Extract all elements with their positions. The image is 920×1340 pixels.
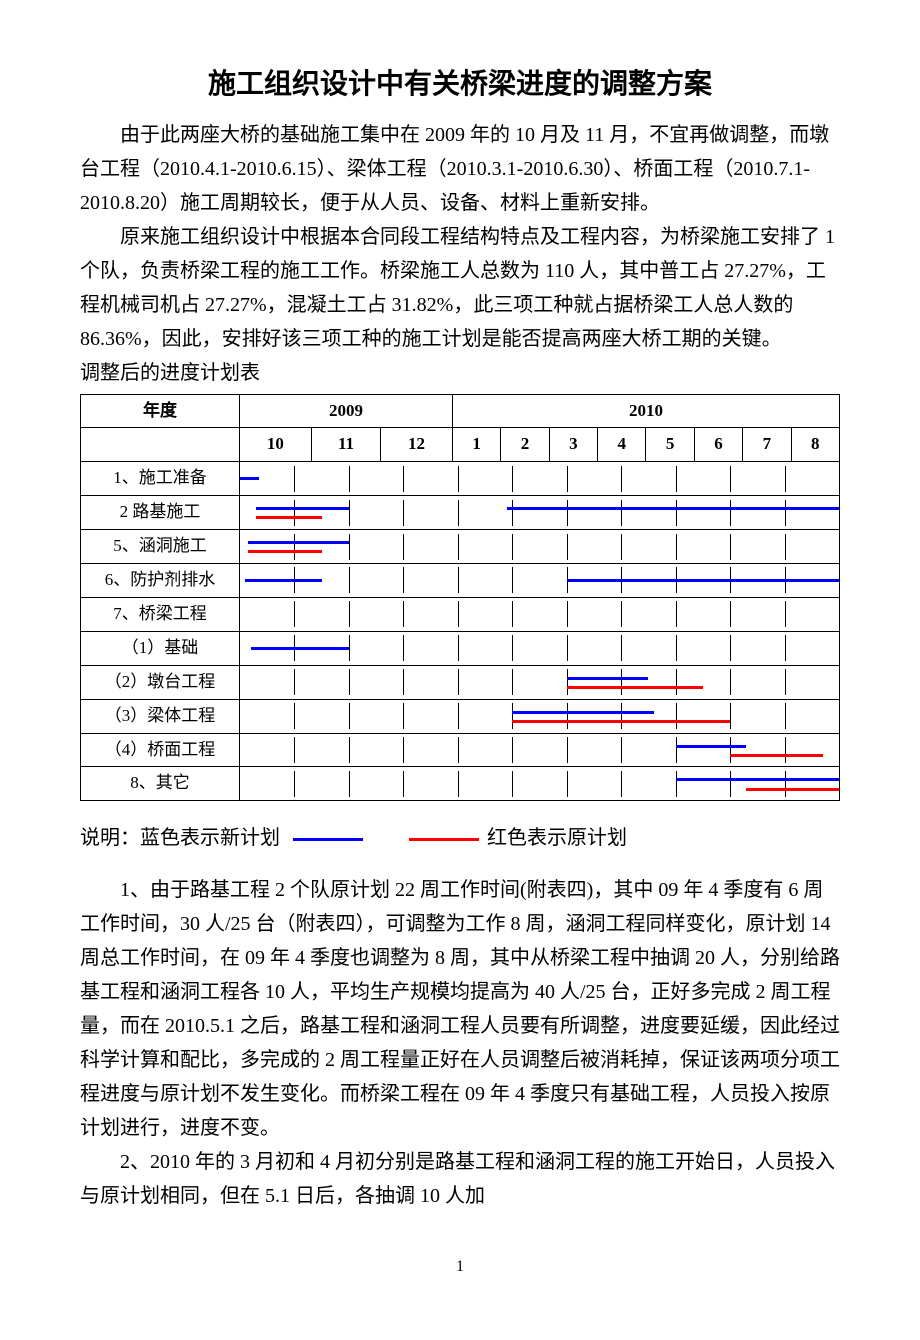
gantt-row-cells xyxy=(240,462,840,496)
gantt-bar xyxy=(240,477,259,480)
gantt-row: 8、其它 xyxy=(81,767,840,801)
legend-prefix: 说明： xyxy=(80,827,140,849)
gantt-row-cells xyxy=(240,564,840,598)
gantt-row: 2 路基施工 xyxy=(81,496,840,530)
gantt-body: 1、施工准备2 路基施工5、涵洞施工6、防护剂排水7、桥梁工程（1）基础（2）墩… xyxy=(81,462,840,801)
gantt-row: （3）梁体工程 xyxy=(81,699,840,733)
table-caption: 调整后的进度计划表 xyxy=(80,356,840,390)
gantt-row-cells xyxy=(240,767,840,801)
header-month: 8 xyxy=(791,428,840,462)
gantt-bar xyxy=(248,550,322,553)
gantt-bar xyxy=(251,647,349,650)
legend: 说明：蓝色表示新计划 红色表示原计划 xyxy=(80,821,840,855)
paragraph-4: 2、2010 年的 3 月初和 4 月初分别是路基工程和涵洞工程的施工开始日，人… xyxy=(80,1145,840,1213)
page-title: 施工组织设计中有关桥梁进度的调整方案 xyxy=(80,60,840,108)
gantt-bar xyxy=(512,720,730,723)
header-month: 5 xyxy=(646,428,694,462)
gantt-bar xyxy=(248,541,349,544)
gantt-row: 5、涵洞施工 xyxy=(81,530,840,564)
header-month: 12 xyxy=(381,428,453,462)
gantt-bar xyxy=(256,516,321,519)
header-year-label: 年度 xyxy=(81,394,240,428)
header-month: 6 xyxy=(694,428,742,462)
header-month: 7 xyxy=(743,428,791,462)
header-month: 1 xyxy=(452,428,500,462)
paragraph-2: 原来施工组织设计中根据本合同段工程结构特点及工程内容，为桥梁施工安排了 1 个队… xyxy=(80,220,840,356)
header-months-row: 10111212345678 xyxy=(81,428,840,462)
gantt-row-label: 5、涵洞施工 xyxy=(81,530,240,564)
gantt-bar xyxy=(567,579,839,582)
legend-new-text: 蓝色表示新计划 xyxy=(140,827,280,849)
gantt-row-cells xyxy=(240,597,840,631)
gantt-bar xyxy=(512,711,654,714)
gantt-row-cells xyxy=(240,699,840,733)
gantt-row-label: （2）墩台工程 xyxy=(81,665,240,699)
gantt-bar xyxy=(567,686,703,689)
gantt-bar xyxy=(676,778,839,781)
gantt-row-label: （4）桥面工程 xyxy=(81,733,240,767)
legend-old-text: 红色表示原计划 xyxy=(487,827,627,849)
gantt-row-label: 2 路基施工 xyxy=(81,496,240,530)
header-month: 4 xyxy=(598,428,646,462)
gantt-row-label: 1、施工准备 xyxy=(81,462,240,496)
gantt-row-label: 7、桥梁工程 xyxy=(81,597,240,631)
gantt-row-cells xyxy=(240,530,840,564)
gantt-row: （1）基础 xyxy=(81,631,840,665)
gantt-row-label: 8、其它 xyxy=(81,767,240,801)
gantt-bar xyxy=(567,677,649,680)
header-month: 10 xyxy=(240,428,312,462)
gantt-row-label: （3）梁体工程 xyxy=(81,699,240,733)
gantt-bar xyxy=(730,754,823,757)
paragraph-1: 由于此两座大桥的基础施工集中在 2009 年的 10 月及 11 月，不宜再做调… xyxy=(80,118,840,220)
gantt-row-label: （1）基础 xyxy=(81,631,240,665)
header-month: 2 xyxy=(501,428,549,462)
header-year-2010: 2010 xyxy=(452,394,839,428)
legend-old-line xyxy=(409,838,479,841)
gantt-row-cells xyxy=(240,631,840,665)
legend-new-line xyxy=(293,838,363,841)
gantt-row: 6、防护剂排水 xyxy=(81,564,840,598)
gantt-bar xyxy=(256,507,349,510)
gantt-row-cells xyxy=(240,665,840,699)
gantt-bar xyxy=(507,507,839,510)
header-month: 3 xyxy=(549,428,597,462)
gantt-row: 1、施工准备 xyxy=(81,462,840,496)
gantt-table: 年度 2009 2010 10111212345678 1、施工准备2 路基施工… xyxy=(80,394,840,802)
gantt-row-label: 6、防护剂排水 xyxy=(81,564,240,598)
gantt-row: （4）桥面工程 xyxy=(81,733,840,767)
gantt-row-cells xyxy=(240,496,840,530)
paragraph-3: 1、由于路基工程 2 个队原计划 22 周工作时间(附表四)，其中 09 年 4… xyxy=(80,873,840,1145)
gantt-row: （2）墩台工程 xyxy=(81,665,840,699)
header-year-2009: 2009 xyxy=(240,394,453,428)
gantt-row-cells xyxy=(240,733,840,767)
page-number: 1 xyxy=(80,1253,840,1280)
gantt-bar xyxy=(245,579,321,582)
gantt-bar xyxy=(746,788,839,791)
gantt-bar xyxy=(676,745,747,748)
header-month: 11 xyxy=(311,428,380,462)
gantt-row: 7、桥梁工程 xyxy=(81,597,840,631)
